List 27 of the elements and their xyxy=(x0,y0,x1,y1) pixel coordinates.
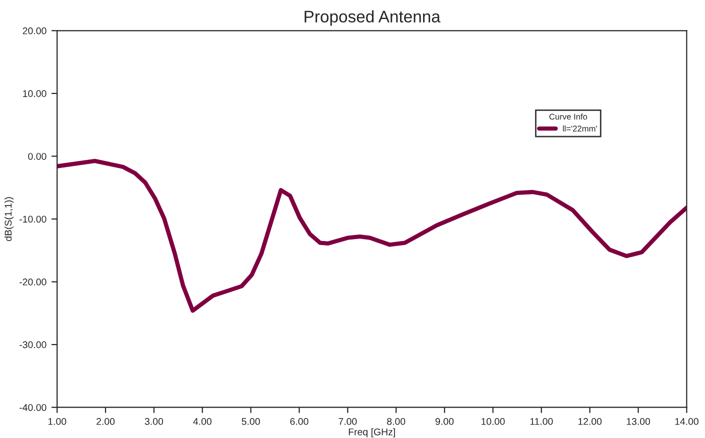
y-tick-label: -10.00 xyxy=(20,216,46,223)
x-tick-label: 9.00 xyxy=(436,418,454,425)
legend-label: ll='22mm' xyxy=(562,125,597,132)
y-tick-label: -20.00 xyxy=(20,278,46,286)
x-tick-label: 14.00 xyxy=(675,418,698,425)
x-tick-label: 13.00 xyxy=(626,418,650,425)
x-tick-label: 7.00 xyxy=(338,418,357,425)
y-tick-label: 10.00 xyxy=(23,90,46,98)
x-tick-label: 10.00 xyxy=(482,418,505,425)
legend-title: Curve Info xyxy=(549,114,588,120)
x-tick-label: 4.00 xyxy=(193,418,212,425)
y-tick-label: 0.00 xyxy=(28,152,46,160)
chart-title: Proposed Antenna xyxy=(304,10,440,26)
x-tick-label: 2.00 xyxy=(96,418,115,425)
x-tick-label: 12.00 xyxy=(578,418,602,425)
y-tick-label: -30.00 xyxy=(20,341,46,348)
x-tick-label: 8.00 xyxy=(387,418,406,425)
y-axis-title: dB(S(1,1)) xyxy=(4,197,14,242)
x-tick-label: 1.00 xyxy=(48,418,66,425)
x-tick-label: 5.00 xyxy=(242,418,260,425)
x-axis-title: Freq [GHz] xyxy=(348,428,395,438)
y-tick-label: -40.00 xyxy=(20,404,46,411)
x-tick-label: 6.00 xyxy=(290,418,308,425)
x-tick-label: 3.00 xyxy=(144,418,164,425)
x-tick-label: 11.00 xyxy=(530,418,553,425)
line-series xyxy=(57,158,687,313)
y-tick-label: 20.00 xyxy=(22,27,46,34)
